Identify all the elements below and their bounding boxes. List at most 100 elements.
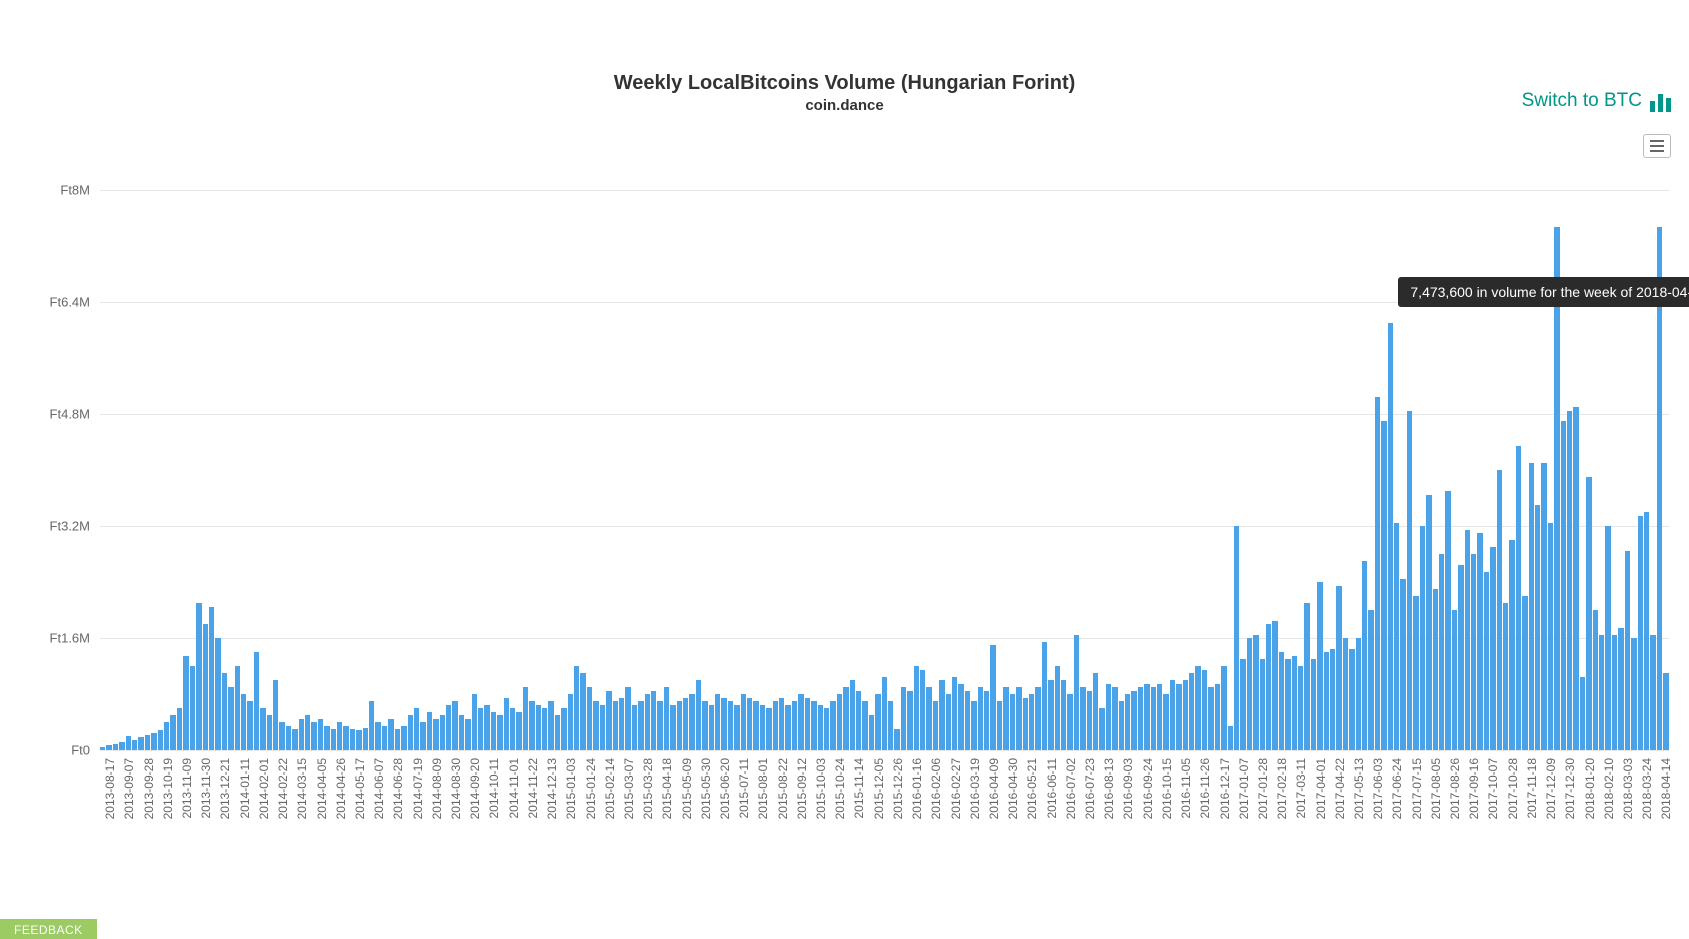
bar[interactable] bbox=[850, 680, 855, 750]
bar[interactable] bbox=[478, 708, 483, 750]
bar[interactable] bbox=[472, 694, 477, 750]
bar[interactable] bbox=[388, 719, 393, 751]
bar[interactable] bbox=[1131, 691, 1136, 751]
bar[interactable] bbox=[1016, 687, 1021, 750]
bar[interactable] bbox=[222, 673, 227, 750]
bar[interactable] bbox=[1324, 652, 1329, 750]
bar[interactable] bbox=[1586, 477, 1591, 750]
bar[interactable] bbox=[613, 701, 618, 750]
bar[interactable] bbox=[1471, 554, 1476, 750]
bar[interactable] bbox=[113, 744, 118, 750]
bar[interactable] bbox=[1541, 463, 1546, 750]
bar[interactable] bbox=[1490, 547, 1495, 750]
bar[interactable] bbox=[536, 705, 541, 751]
bar[interactable] bbox=[587, 687, 592, 750]
bar[interactable] bbox=[638, 701, 643, 750]
bar[interactable] bbox=[869, 715, 874, 750]
bar[interactable] bbox=[247, 701, 252, 750]
bar[interactable] bbox=[1170, 680, 1175, 750]
bar[interactable] bbox=[292, 729, 297, 750]
bar[interactable] bbox=[408, 715, 413, 750]
bar[interactable] bbox=[1183, 680, 1188, 750]
bar[interactable] bbox=[753, 701, 758, 750]
bar[interactable] bbox=[1625, 551, 1630, 751]
bar[interactable] bbox=[356, 730, 361, 750]
bar[interactable] bbox=[1509, 540, 1514, 750]
bar[interactable] bbox=[209, 607, 214, 751]
bar[interactable] bbox=[1023, 698, 1028, 751]
bar[interactable] bbox=[1618, 628, 1623, 751]
bar[interactable] bbox=[568, 694, 573, 750]
bar[interactable] bbox=[914, 666, 919, 750]
bar[interactable] bbox=[606, 691, 611, 751]
bar[interactable] bbox=[1452, 610, 1457, 750]
bar[interactable] bbox=[126, 736, 131, 750]
bar[interactable] bbox=[721, 698, 726, 751]
bar[interactable] bbox=[958, 684, 963, 751]
bar[interactable] bbox=[875, 694, 880, 750]
bar[interactable] bbox=[529, 701, 534, 750]
bar[interactable] bbox=[670, 705, 675, 751]
bar[interactable] bbox=[151, 733, 156, 751]
bar[interactable] bbox=[203, 624, 208, 750]
bar[interactable] bbox=[926, 687, 931, 750]
bar[interactable] bbox=[427, 712, 432, 751]
bar[interactable] bbox=[1330, 649, 1335, 751]
bar[interactable] bbox=[440, 715, 445, 750]
bar[interactable] bbox=[267, 715, 272, 750]
bar[interactable] bbox=[1612, 635, 1617, 751]
bar[interactable] bbox=[1561, 421, 1566, 750]
bar[interactable] bbox=[984, 691, 989, 751]
bars-icon[interactable] bbox=[1650, 90, 1671, 112]
bar[interactable] bbox=[1099, 708, 1104, 750]
bar[interactable] bbox=[1580, 677, 1585, 751]
bar[interactable] bbox=[1593, 610, 1598, 750]
bar[interactable] bbox=[1221, 666, 1226, 750]
bar[interactable] bbox=[1106, 684, 1111, 751]
bar[interactable] bbox=[574, 666, 579, 750]
bar[interactable] bbox=[734, 705, 739, 751]
bar[interactable] bbox=[1080, 687, 1085, 750]
bar[interactable] bbox=[1426, 495, 1431, 751]
bar[interactable] bbox=[350, 729, 355, 750]
bar[interactable] bbox=[1631, 638, 1636, 750]
bar[interactable] bbox=[299, 719, 304, 751]
bar[interactable] bbox=[1112, 687, 1117, 750]
bar[interactable] bbox=[1208, 687, 1213, 750]
bar[interactable] bbox=[1144, 684, 1149, 751]
bar[interactable] bbox=[1343, 638, 1348, 750]
bar[interactable] bbox=[1394, 523, 1399, 751]
bar[interactable] bbox=[1163, 694, 1168, 750]
bar[interactable] bbox=[561, 708, 566, 750]
bar[interactable] bbox=[1247, 638, 1252, 750]
bar[interactable] bbox=[555, 715, 560, 750]
bar[interactable] bbox=[1189, 673, 1194, 750]
bar[interactable] bbox=[1093, 673, 1098, 750]
bar[interactable] bbox=[1285, 659, 1290, 750]
bar[interactable] bbox=[1215, 684, 1220, 751]
bar[interactable] bbox=[260, 708, 265, 750]
bar[interactable] bbox=[516, 712, 521, 751]
bar[interactable] bbox=[1573, 407, 1578, 750]
bar[interactable] bbox=[1497, 470, 1502, 750]
bar[interactable] bbox=[997, 701, 1002, 750]
bar[interactable] bbox=[625, 687, 630, 750]
bar[interactable] bbox=[369, 701, 374, 750]
bar[interactable] bbox=[760, 705, 765, 751]
bar[interactable] bbox=[677, 701, 682, 750]
bar[interactable] bbox=[1234, 526, 1239, 750]
bar[interactable] bbox=[1362, 561, 1367, 750]
bar[interactable] bbox=[1228, 726, 1233, 751]
bar[interactable] bbox=[1458, 565, 1463, 751]
bar[interactable] bbox=[1433, 589, 1438, 750]
bar[interactable] bbox=[318, 719, 323, 751]
bar[interactable] bbox=[862, 701, 867, 750]
bar[interactable] bbox=[779, 698, 784, 751]
bar[interactable] bbox=[100, 747, 105, 751]
bar[interactable] bbox=[177, 708, 182, 750]
bar[interactable] bbox=[228, 687, 233, 750]
bar[interactable] bbox=[279, 722, 284, 750]
bar[interactable] bbox=[1439, 554, 1444, 750]
bar[interactable] bbox=[971, 701, 976, 750]
bar[interactable] bbox=[785, 705, 790, 751]
